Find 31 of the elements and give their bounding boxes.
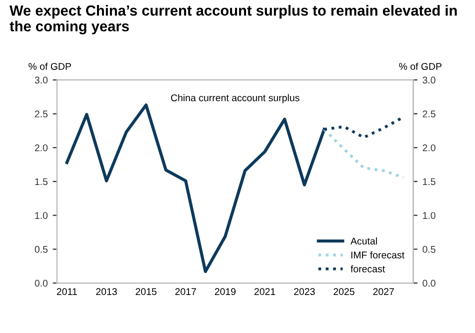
y-tick-label: 2.0	[34, 144, 48, 152]
y-tick-label: 1.0	[35, 212, 48, 219]
legend-label: forecast	[350, 265, 385, 272]
y2-tick-label: 3.0	[422, 76, 436, 84]
y-tick-label: 1.5	[35, 178, 48, 186]
x-tick-label: 2021	[254, 288, 276, 296]
legend-label: Acutal	[350, 237, 377, 245]
y-tick-label: 3.0	[34, 76, 48, 84]
x-tick-label: 2027	[373, 288, 394, 296]
y2-tick-label: 2.5	[422, 110, 436, 118]
x-tick-label: 2011	[56, 288, 77, 296]
y-tick-label: 0.0	[34, 280, 48, 287]
legend-label: IMF forecast	[351, 251, 404, 258]
x-tick-label: 2019	[214, 288, 236, 296]
y-axis-title: % of GDP	[28, 62, 71, 70]
y2-axis-title: % of GDP	[399, 62, 442, 70]
y-tick-label: 2.5	[34, 110, 48, 118]
y-tick-label: 0.5	[34, 246, 48, 253]
line-series	[322, 128, 405, 179]
x-tick-label: 2017	[175, 288, 196, 296]
x-tick-label: 2013	[96, 288, 117, 296]
x-tick-label: 2015	[136, 288, 156, 296]
y2-tick-label: 1.5	[423, 178, 436, 186]
annotation: China current account surplus	[171, 94, 300, 104]
y2-tick-label: 1.0	[423, 212, 436, 219]
y2-tick-label: 2.0	[422, 144, 436, 152]
x-tick-label: 2023	[294, 288, 315, 296]
y2-tick-label: 0.0	[422, 280, 436, 287]
x-tick-label: 2025	[334, 288, 354, 296]
y2-tick-label: 0.5	[422, 246, 436, 253]
chart-title: We expect China’s current account surplus to remain elevated in the coming years	[10, 4, 457, 34]
